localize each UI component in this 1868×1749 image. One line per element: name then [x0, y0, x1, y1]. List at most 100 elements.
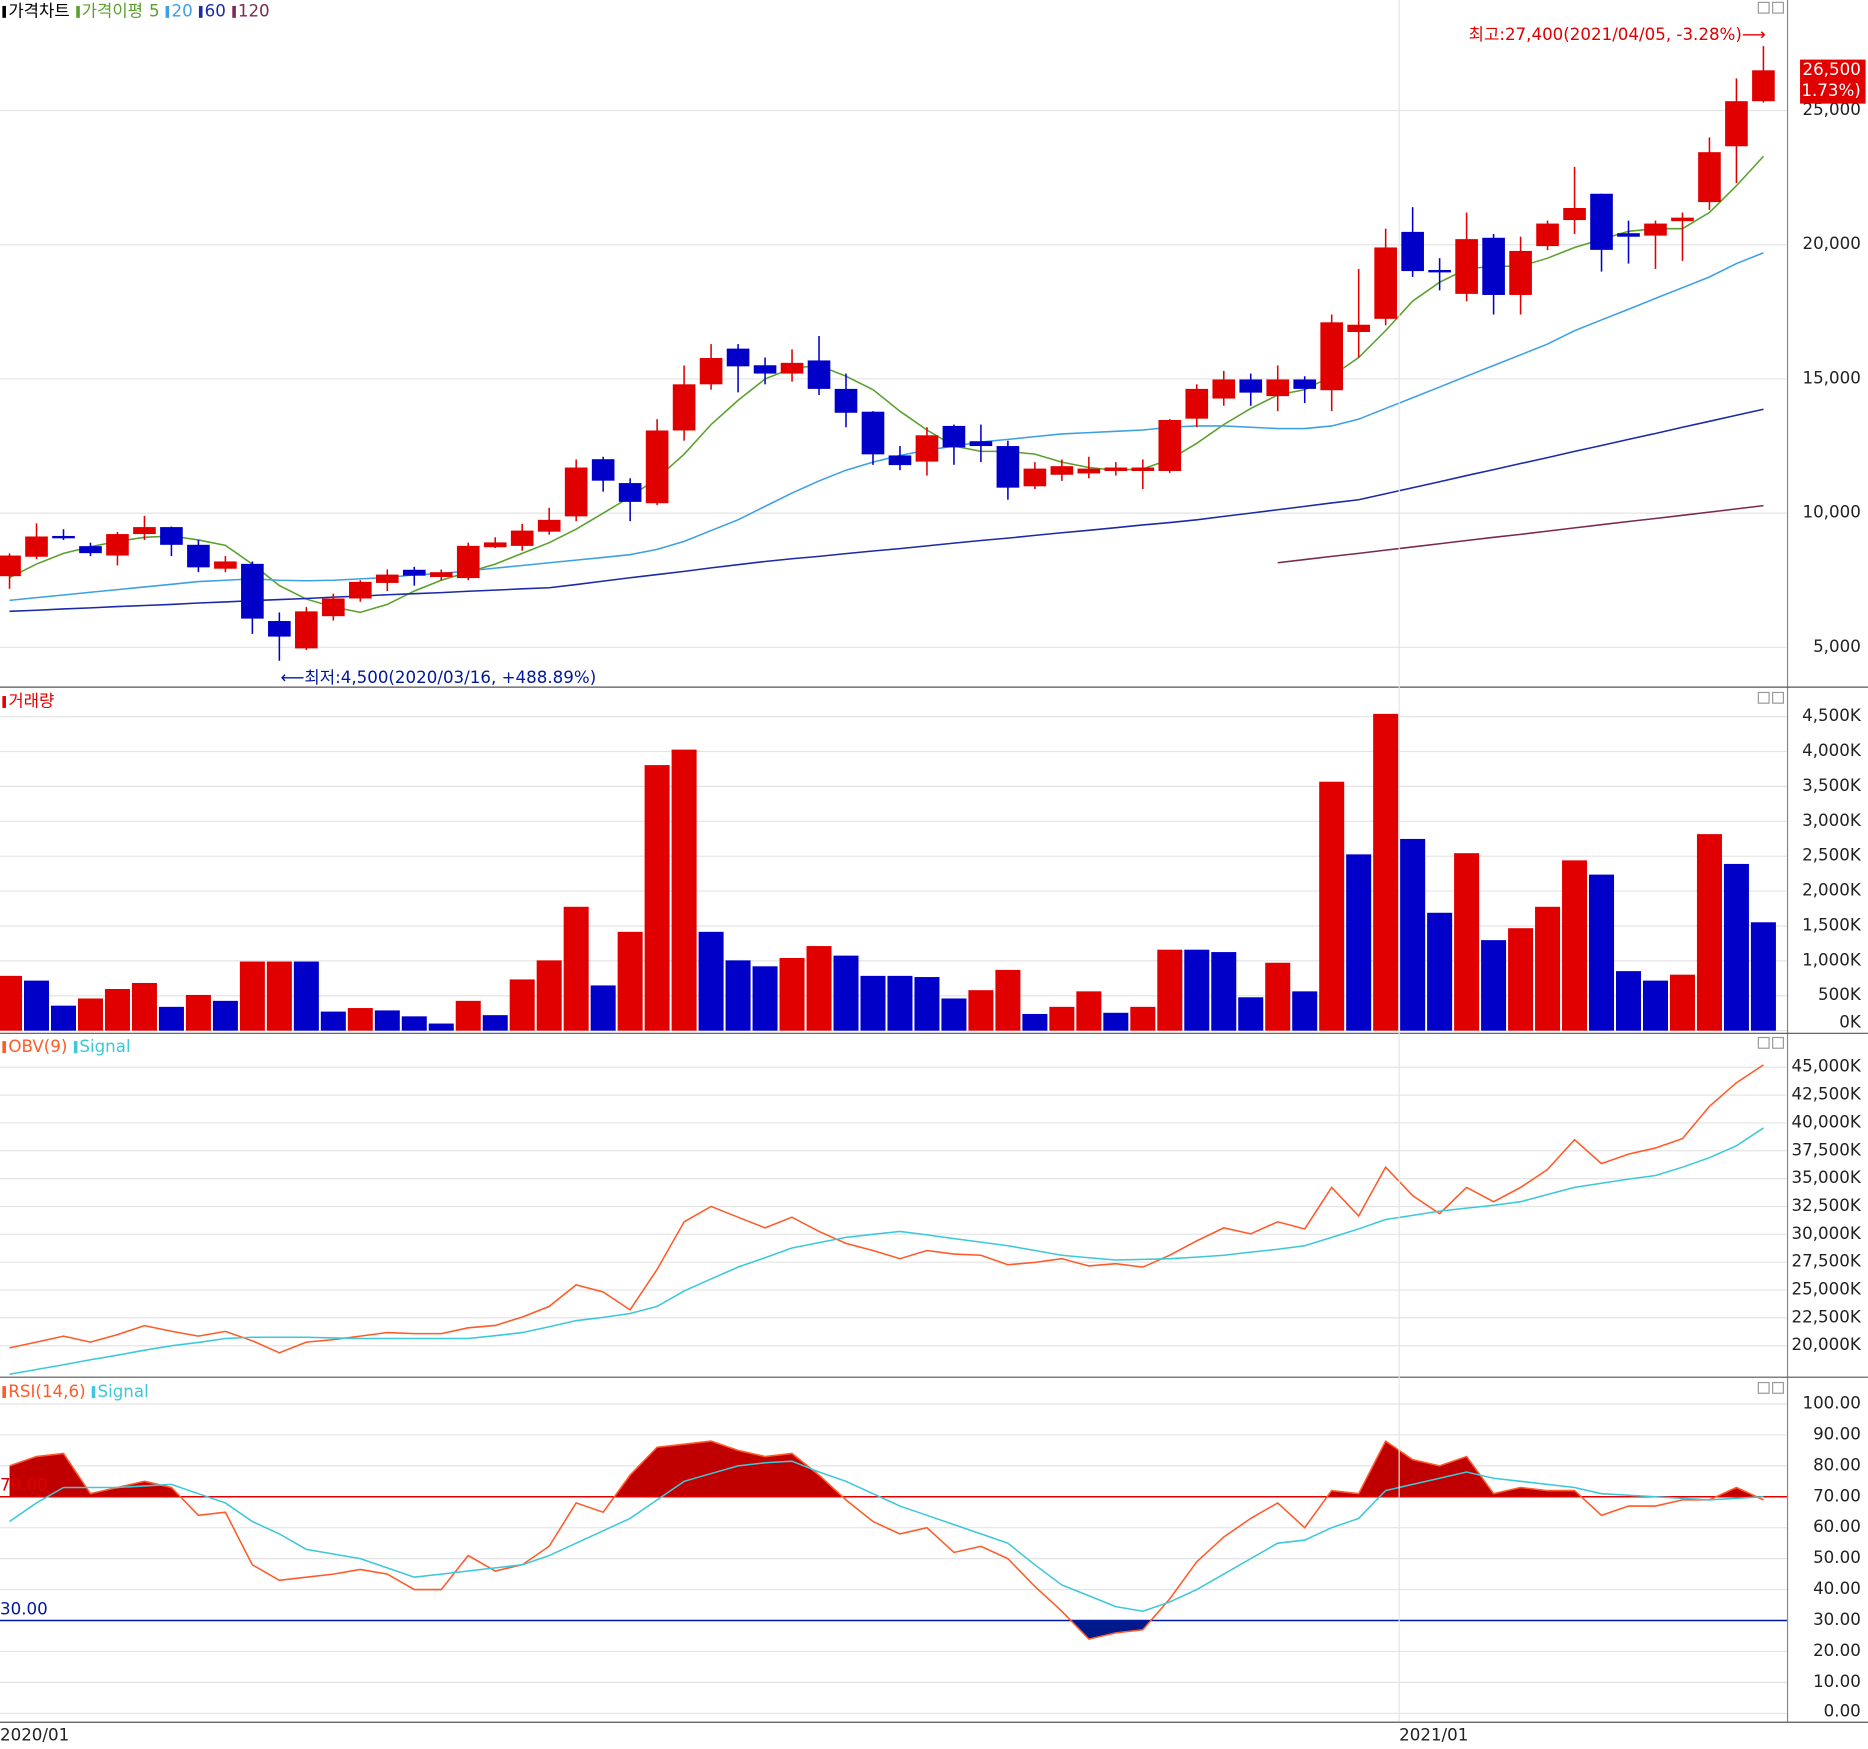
y-tick-label: 60.00	[1813, 1517, 1861, 1536]
series-line	[9, 1064, 1764, 1354]
candle-body	[268, 621, 291, 637]
y-tick-label: 90.00	[1813, 1424, 1861, 1443]
y-tick-label: 42,500K	[1792, 1085, 1862, 1104]
candle-body	[969, 441, 993, 447]
volume-bar	[320, 1011, 346, 1031]
volume-bar	[1292, 991, 1318, 1031]
candle-body	[510, 530, 534, 546]
volume-bar	[644, 765, 670, 1031]
panel-button	[1757, 1381, 1770, 1394]
y-tick-label: 40,000K	[1792, 1112, 1862, 1131]
legend-entry: 60	[199, 2, 226, 21]
series-line	[9, 252, 1764, 602]
candle-body	[483, 542, 507, 548]
y-tick-label: 30,000K	[1792, 1224, 1862, 1243]
candle-body	[1293, 379, 1317, 389]
volume-bar	[50, 1005, 77, 1031]
candle-body	[1185, 388, 1209, 419]
volume-bar	[1211, 952, 1237, 1031]
panel-legend: 가격차트 가격이평 5 20 60 120	[2, 1, 275, 22]
candle-body	[591, 459, 615, 481]
volume-bar	[1373, 713, 1399, 1031]
candle-body	[1023, 468, 1047, 487]
volume-bar	[1589, 874, 1615, 1031]
legend-entry: 120	[232, 2, 270, 21]
panel-button	[1757, 1036, 1770, 1049]
volume-bar	[1346, 854, 1372, 1031]
y-tick-label: 22,500K	[1792, 1307, 1862, 1326]
volume-bar	[1562, 860, 1588, 1031]
candle-body	[888, 455, 912, 466]
y-tick-label: 20.00	[1813, 1641, 1861, 1660]
panel-button	[1772, 1381, 1784, 1394]
legend-entry: 20	[166, 2, 193, 21]
candle-body	[348, 581, 372, 599]
y-tick-label: 27,500K	[1792, 1252, 1862, 1271]
candle-body	[187, 544, 210, 568]
volume-bar	[887, 975, 913, 1031]
volume-bar	[1669, 974, 1695, 1031]
volume-bar	[1535, 906, 1561, 1031]
y-tick-label: 20,000K	[1792, 1335, 1862, 1354]
candle-body	[1698, 152, 1721, 203]
y-tick-label: 32,500K	[1792, 1196, 1862, 1215]
y-tick-label: 3,500K	[1802, 776, 1862, 795]
volume-bar	[374, 1010, 400, 1031]
volume-bar	[1049, 1006, 1075, 1031]
y-tick-label: 0K	[1839, 1013, 1862, 1032]
candle-body	[1428, 269, 1451, 273]
candle-body	[699, 358, 723, 385]
candle-body	[52, 535, 75, 539]
candle-body	[1050, 466, 1074, 475]
y-tick-label: 30.00	[1813, 1610, 1861, 1629]
candle-body	[1374, 247, 1397, 319]
candle-body	[79, 546, 102, 554]
volume-bar	[1022, 1013, 1048, 1031]
candle-body	[564, 467, 588, 517]
volume-bar	[806, 946, 832, 1031]
panel-button	[1772, 1036, 1784, 1049]
series-line	[9, 1127, 1764, 1375]
legend-entry: 가격이평	[76, 2, 143, 21]
y-tick-label: 1,000K	[1802, 950, 1862, 969]
threshold-label: 30.00	[0, 1599, 48, 1618]
candle-body	[214, 561, 237, 569]
volume-bar	[1184, 949, 1210, 1031]
volume-bar	[77, 998, 103, 1031]
volume-bar	[941, 998, 967, 1031]
volume-bar	[1400, 838, 1426, 1031]
candle-body	[241, 563, 264, 619]
volume-bar	[24, 980, 50, 1031]
y-tick-label: 10.00	[1813, 1672, 1861, 1691]
legend-entry: OBV(9)	[2, 1038, 67, 1057]
y-tick-label: 37,500K	[1792, 1140, 1862, 1159]
panel-legend: OBV(9) Signal	[2, 1036, 136, 1057]
volume-bar	[482, 1015, 508, 1031]
candle-body	[1077, 468, 1101, 474]
volume-bar	[1103, 1012, 1129, 1031]
volume-bar	[752, 966, 778, 1031]
y-tick-label: 2,500K	[1802, 846, 1862, 865]
volume-bar	[563, 906, 589, 1031]
volume-bar	[428, 1023, 454, 1031]
candle-body	[1563, 207, 1586, 221]
threshold-label: 70.00	[0, 1476, 48, 1495]
candle-body	[1320, 322, 1344, 391]
candle-body	[295, 611, 318, 649]
volume-bar	[293, 961, 319, 1031]
candle-body	[1212, 379, 1236, 399]
candle-body	[1590, 193, 1613, 250]
volume-bar	[1157, 949, 1183, 1031]
volume-bar	[1319, 781, 1345, 1031]
volume-bar	[401, 1016, 427, 1031]
y-tick-label: 100.00	[1802, 1393, 1860, 1412]
candle-body	[1401, 231, 1424, 272]
candle-body	[1617, 233, 1640, 237]
candle-body	[807, 360, 831, 389]
volume-bar	[158, 1006, 184, 1031]
candle-body	[915, 435, 939, 462]
volume-bar	[1642, 980, 1668, 1031]
oversold-fill	[9, 1620, 1764, 1640]
